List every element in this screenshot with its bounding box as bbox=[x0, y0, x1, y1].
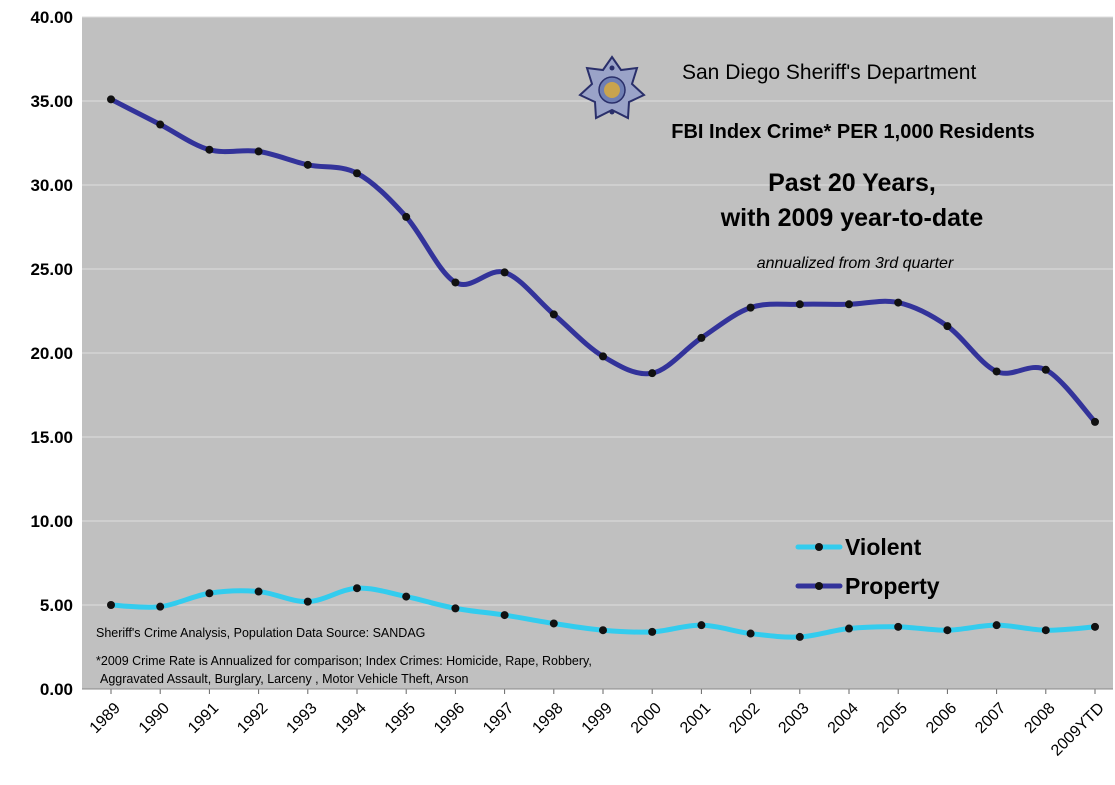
data-point-property-2001 bbox=[697, 333, 706, 342]
data-point-property-2009YTD bbox=[1091, 417, 1099, 426]
y-tick-label: 0.00 bbox=[40, 680, 73, 699]
data-point-violent-1996 bbox=[451, 604, 460, 613]
data-point-property-1992 bbox=[254, 147, 263, 156]
data-point-violent-1992 bbox=[254, 587, 263, 596]
x-tick-label: 1993 bbox=[283, 700, 320, 737]
footnote-line2: Aggravated Assault, Burglary, Larceny , … bbox=[100, 672, 469, 686]
x-tick-label: 2004 bbox=[825, 700, 862, 737]
data-point-property-1991 bbox=[205, 145, 214, 154]
x-tick-label: 2008 bbox=[1021, 700, 1058, 737]
x-tick-label: 2006 bbox=[923, 700, 960, 737]
series-line-property bbox=[108, 96, 1098, 425]
data-point-violent-2005 bbox=[894, 622, 903, 631]
organization-title: San Diego Sheriff's Department bbox=[682, 61, 976, 84]
legend: Violent Property bbox=[795, 534, 940, 599]
x-tick-label: 1998 bbox=[529, 700, 566, 737]
data-point-property-1996 bbox=[451, 278, 460, 287]
series-layer bbox=[107, 95, 1099, 641]
data-point-property-2002 bbox=[746, 303, 755, 312]
chart-subtitle-line1: Past 20 Years, bbox=[768, 169, 936, 197]
y-tick-label: 30.00 bbox=[30, 176, 73, 195]
chart-subtitle-line2: with 2009 year-to-date bbox=[720, 204, 984, 232]
data-point-violent-1999 bbox=[599, 626, 607, 635]
legend-label-violent: Violent bbox=[845, 534, 922, 560]
data-point-violent-2008 bbox=[1041, 626, 1050, 635]
data-point-violent-1990 bbox=[156, 602, 165, 611]
x-axis-ticks: 1989 1990 1991 1992 1993 1994 1995 1996 1997 1998… bbox=[87, 689, 1108, 760]
data-point-violent-1995 bbox=[402, 592, 411, 601]
chart-title: FBI Index Crime* PER 1,000 Residents bbox=[671, 121, 1034, 143]
y-tick-label: 15.00 bbox=[30, 428, 73, 447]
x-tick-label: 1999 bbox=[579, 700, 616, 737]
grid-lines bbox=[82, 16, 1113, 606]
y-tick-label: 5.00 bbox=[40, 596, 73, 615]
data-point-violent-2009YTD bbox=[1091, 622, 1099, 631]
x-tick-label: 1992 bbox=[234, 700, 271, 737]
x-tick-label: 2009YTD bbox=[1048, 700, 1108, 760]
data-point-violent-1991 bbox=[205, 589, 214, 598]
data-point-violent-1989 bbox=[107, 601, 115, 609]
x-tick-label: 1991 bbox=[185, 700, 222, 737]
data-point-violent-1997 bbox=[500, 611, 509, 620]
y-tick-label: 25.00 bbox=[30, 260, 73, 279]
data-point-property-1998 bbox=[549, 310, 558, 319]
data-point-property-2003 bbox=[795, 300, 804, 309]
data-point-property-1993 bbox=[303, 160, 312, 169]
y-tick-label: 40.00 bbox=[30, 8, 73, 27]
data-point-property-2006 bbox=[943, 322, 952, 331]
data-point-property-2007 bbox=[992, 367, 1001, 376]
data-point-property-1990 bbox=[156, 120, 165, 129]
x-tick-label: 2002 bbox=[726, 700, 763, 737]
legend-marker-property bbox=[815, 582, 823, 590]
data-point-violent-1998 bbox=[549, 619, 558, 628]
footnote-line1: *2009 Crime Rate is Annualized for compa… bbox=[96, 654, 592, 668]
x-tick-label: 1990 bbox=[136, 700, 173, 737]
data-point-property-1995 bbox=[402, 212, 411, 221]
legend-label-property: Property bbox=[845, 573, 940, 599]
legend-marker-violent bbox=[815, 543, 823, 551]
data-point-property-2004 bbox=[845, 300, 853, 309]
sheriff-star-badge-icon bbox=[578, 55, 646, 120]
data-point-violent-1994 bbox=[353, 584, 361, 593]
data-point-property-1994 bbox=[353, 169, 361, 178]
x-tick-label: 2001 bbox=[677, 700, 714, 737]
data-point-violent-2007 bbox=[992, 621, 1001, 630]
x-tick-label: 2005 bbox=[874, 700, 911, 737]
data-point-property-2008 bbox=[1041, 365, 1050, 374]
data-point-violent-2003 bbox=[795, 632, 804, 641]
x-tick-label: 1989 bbox=[87, 700, 124, 737]
data-point-violent-2000 bbox=[648, 627, 657, 636]
x-tick-label: 1996 bbox=[431, 700, 468, 737]
source-note: Sheriff's Crime Analysis, Population Dat… bbox=[96, 626, 425, 640]
y-tick-label: 10.00 bbox=[30, 512, 73, 531]
y-tick-label: 20.00 bbox=[30, 344, 73, 363]
data-point-property-2005 bbox=[894, 298, 903, 307]
x-tick-label: 2007 bbox=[972, 700, 1009, 737]
data-point-violent-2002 bbox=[746, 629, 755, 638]
x-tick-label: 2000 bbox=[628, 700, 665, 737]
data-point-violent-1993 bbox=[303, 597, 312, 606]
x-tick-label: 1994 bbox=[333, 700, 370, 737]
chart-annotation: annualized from 3rd quarter bbox=[757, 255, 954, 272]
x-tick-label: 2003 bbox=[775, 700, 812, 737]
data-point-violent-2004 bbox=[845, 624, 853, 633]
data-point-violent-2001 bbox=[697, 621, 706, 630]
data-point-property-1999 bbox=[599, 352, 607, 361]
data-point-property-1997 bbox=[500, 268, 509, 277]
y-tick-label: 35.00 bbox=[30, 92, 73, 111]
data-point-violent-2006 bbox=[943, 626, 952, 635]
data-point-property-2000 bbox=[648, 369, 657, 378]
data-point-property-1989 bbox=[107, 95, 115, 104]
x-tick-label: 1997 bbox=[480, 700, 517, 737]
y-axis-ticks: 0.00 5.00 10.00 15.00 20.00 25.00 30.00 35.00 40… bbox=[30, 8, 73, 699]
x-tick-label: 1995 bbox=[382, 700, 419, 737]
